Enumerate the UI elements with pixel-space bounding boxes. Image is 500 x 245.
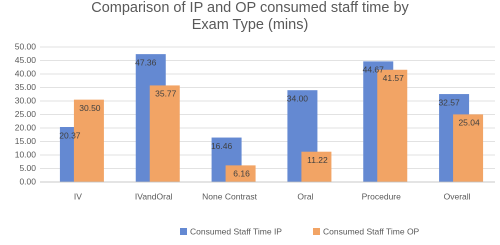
x-tick-label: IVandOral — [135, 191, 173, 201]
data-label: 16.46 — [211, 141, 233, 151]
y-tick-label: 10.00 — [15, 149, 37, 159]
data-label: 35.77 — [155, 89, 177, 99]
bar — [453, 114, 484, 182]
legend-label: Consumed Staff Time OP — [323, 226, 420, 236]
y-tick-label: 0.00 — [19, 176, 36, 186]
legend-swatch — [313, 228, 320, 235]
data-label: 20.37 — [59, 130, 81, 140]
legend-label: Consumed Staff Time IP — [190, 226, 282, 236]
data-label: 34.00 — [287, 93, 309, 103]
data-label: 11.22 — [307, 155, 328, 165]
y-tick-label: 20.00 — [15, 122, 37, 132]
data-label: 30.50 — [79, 103, 101, 113]
legend-swatch — [180, 228, 187, 235]
bar — [149, 85, 180, 182]
bar — [225, 165, 256, 182]
data-label: 25.04 — [458, 118, 480, 128]
y-tick-label: 15.00 — [15, 136, 37, 146]
y-tick-label: 45.00 — [15, 55, 37, 65]
y-tick-label: 5.00 — [19, 163, 36, 173]
data-label: 32.57 — [438, 97, 460, 107]
data-label: 47.36 — [135, 57, 157, 67]
data-label: 41.57 — [383, 73, 405, 83]
data-label: 44.67 — [363, 65, 385, 75]
y-tick-label: 25.00 — [15, 109, 37, 119]
data-label: 6.16 — [233, 169, 250, 179]
x-tick-label: Procedure — [362, 191, 401, 201]
y-tick-label: 50.00 — [15, 41, 37, 51]
x-tick-label: None Contrast — [202, 191, 257, 201]
x-tick-label: IV — [74, 191, 82, 201]
y-tick-label: 35.00 — [15, 82, 37, 92]
x-tick-label: Overall — [444, 191, 471, 201]
bar — [301, 151, 332, 182]
bar — [73, 99, 104, 182]
y-tick-label: 30.00 — [15, 95, 37, 105]
bar — [377, 69, 408, 182]
x-tick-label: Oral — [297, 191, 313, 201]
y-tick-label: 40.00 — [15, 68, 37, 78]
chart-title: Comparison of IP and OP consumed staff t… — [91, 0, 409, 33]
